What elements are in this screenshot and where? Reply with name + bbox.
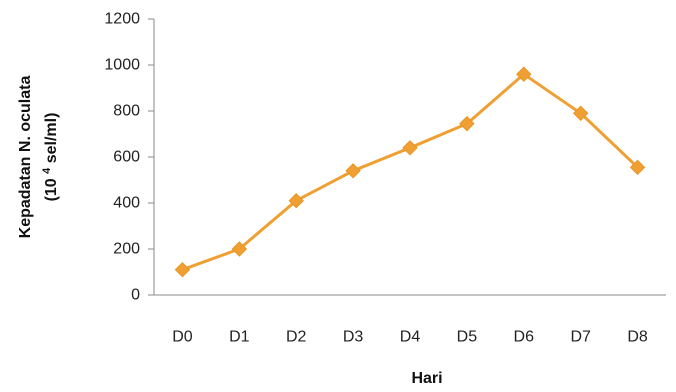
data-point-marker xyxy=(402,140,418,156)
x-tick-label: D2 xyxy=(286,329,307,346)
y-ticks: 0 200 400 600 800 1000 1200 xyxy=(104,11,154,304)
y-tick-label: 0 xyxy=(131,287,140,304)
y-tick-label: 1200 xyxy=(104,11,140,28)
x-axis-title: Hari xyxy=(411,370,442,387)
x-tick-label: D4 xyxy=(400,329,421,346)
y-axis-title-line2: (10 4 sel/ml) xyxy=(41,113,60,202)
data-point-marker xyxy=(516,66,532,82)
x-tick-label: D6 xyxy=(514,329,535,346)
y-axis-title: Kepadatan N. oculata (10 4 sel/ml) xyxy=(17,76,60,239)
data-point-marker xyxy=(231,241,248,257)
y-tick-label: 400 xyxy=(113,195,140,212)
data-point-marker xyxy=(629,159,646,176)
y-tick-label: 600 xyxy=(113,149,140,166)
data-point-marker xyxy=(459,115,475,132)
x-ticks: D0 D1 D2 D3 D4 D5 D6 D7 D8 xyxy=(172,329,648,346)
x-tick-label: D3 xyxy=(343,329,364,346)
plot-area: 0 200 400 600 800 1000 1200 D0 D1 D2 D3 D4 D5 D6 D7 D8 xyxy=(104,11,666,346)
x-tick-label: D0 xyxy=(172,329,193,346)
data-point-marker xyxy=(174,261,191,278)
x-tick-label: D5 xyxy=(457,329,478,346)
data-point-marker xyxy=(572,105,589,122)
series-markers xyxy=(174,66,646,278)
x-tick-label: D8 xyxy=(627,329,648,346)
y-axis-title-exponent: 4 xyxy=(41,167,53,174)
data-point-marker xyxy=(288,192,304,209)
y-axis-title-line2-suffix: sel/ml) xyxy=(43,113,60,164)
series-line xyxy=(180,72,640,272)
y-tick-label: 1000 xyxy=(104,57,140,74)
data-point-marker xyxy=(345,163,361,179)
x-tick-label: D1 xyxy=(229,329,250,346)
y-tick-label: 200 xyxy=(113,241,140,258)
y-axis-title-line1: Kepadatan N. oculata xyxy=(17,76,34,239)
x-tick-label: D7 xyxy=(570,329,591,346)
y-axis-title-line2-prefix: (10 xyxy=(43,178,60,201)
y-tick-label: 800 xyxy=(113,103,140,120)
